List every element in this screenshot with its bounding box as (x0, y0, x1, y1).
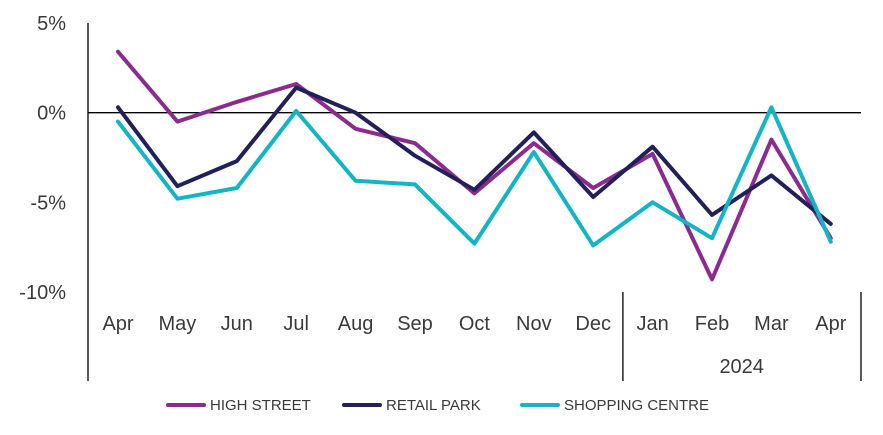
y-tick-label: -5% (30, 192, 66, 214)
legend-label: HIGH STREET (210, 397, 311, 414)
group-label: 2024 (719, 356, 764, 378)
x-tick-label: Sep (397, 313, 433, 335)
x-tick-label: Apr (102, 313, 133, 335)
legend-label: SHOPPING CENTRE (564, 397, 709, 414)
legend: HIGH STREET RETAIL PARK SHOPPING CENTRE (166, 397, 709, 414)
x-tick-label: Aug (338, 313, 374, 335)
x-tick-label: May (159, 313, 197, 335)
x-tick-label: Apr (815, 313, 846, 335)
x-tick-label: Nov (516, 313, 552, 335)
series-line-high-street (116, 49, 833, 282)
x-tick-label: Dec (575, 313, 611, 335)
x-tick-label: Oct (459, 313, 491, 335)
y-tick-label: -10% (19, 282, 66, 304)
series-lines (116, 49, 833, 282)
x-tick-label: Jun (221, 313, 253, 335)
axes: 5% 0% -5% -10% Apr May Jun Jul Aug Sep Oct Nov Dec Ja… (19, 13, 862, 381)
legend-label: RETAIL PARK (386, 397, 481, 414)
series-line-retail-park (116, 85, 833, 226)
x-tick-label: Jul (283, 313, 309, 335)
x-tick-label: Mar (754, 313, 789, 335)
y-tick-label: 5% (37, 13, 66, 35)
series-line-shopping-centre (116, 105, 833, 248)
x-tick-label: Jan (636, 313, 668, 335)
x-tick-label: Feb (695, 313, 729, 335)
y-tick-label: 0% (37, 103, 66, 125)
